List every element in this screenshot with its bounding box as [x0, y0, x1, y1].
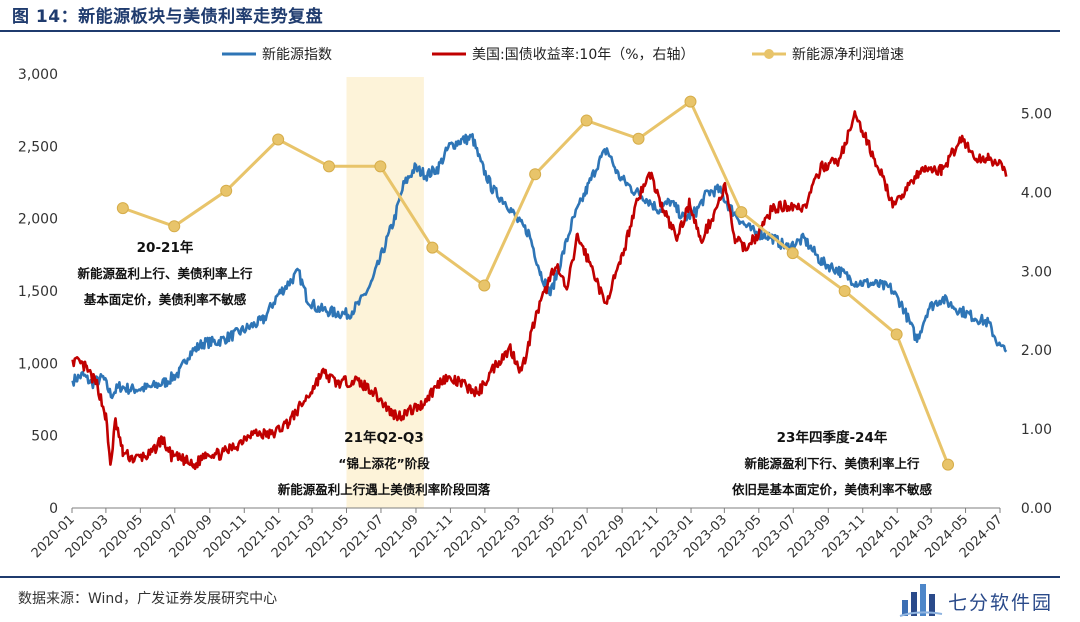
annotation-line: 新能源盈利下行、美债利率上行 [744, 456, 920, 471]
y-left-tick-label: 1,500 [18, 284, 58, 300]
y-left-tick-label: 3,000 [18, 67, 58, 83]
series-1 [71, 133, 1008, 400]
annotation-line: 新能源盈利上行、美债利率上行 [77, 266, 253, 281]
highlight-band [346, 77, 424, 508]
legend-marker [764, 49, 774, 59]
legend-label: 新能源净利润增速 [792, 47, 904, 63]
series-line [71, 133, 1008, 400]
data-point [220, 184, 233, 197]
y-right-tick-label: 5.00 [1021, 106, 1052, 122]
title-rule [0, 30, 1060, 32]
annotation-line: 新能源盈利上行遇上美债利率阶段回落 [278, 482, 491, 497]
legend: 新能源指数 美国:国债收益率:10年（%，右轴） 新能源净利润增速 [222, 46, 904, 63]
source-note: 数据来源：Wind，广发证券发展研究中心 [18, 591, 278, 607]
footer-rule [0, 576, 1060, 578]
highlight-band-group [346, 77, 424, 508]
y-left-tick-label: 500 [31, 429, 58, 445]
y-right-tick-label: 1.00 [1021, 422, 1052, 438]
series-3 [116, 95, 955, 471]
data-point [168, 220, 181, 233]
data-point [426, 241, 439, 254]
annotation-line: 20-21年 [137, 239, 194, 256]
y-left-tick-label: 1,000 [18, 356, 58, 372]
legend-label: 新能源指数 [262, 47, 332, 63]
series-2 [71, 110, 1008, 471]
data-point [374, 160, 387, 173]
data-point [735, 206, 748, 219]
annotation-line: 基本面定价，美债利率不敏感 [83, 292, 247, 307]
data-point [838, 285, 851, 297]
watermark-logo: 七分软件园 [898, 580, 1058, 618]
line-chart: 0 500 1,000 1,500 2,000 2,500 3,000 0.00 1.00 2.0… [18, 46, 1052, 561]
figure-title: 图 14：新能源板块与美债利率走势复盘 [12, 7, 324, 27]
series-line [122, 99, 950, 466]
y-right-tick-label: 4.00 [1021, 185, 1052, 201]
data-point [529, 168, 542, 181]
data-point [942, 458, 955, 471]
annotation-line: 21年Q2-Q3 [344, 429, 424, 446]
series-line [71, 110, 1008, 471]
annotation-line: “锦上添花”阶段 [338, 456, 430, 471]
watermark-text: 七分软件园 [948, 592, 1054, 614]
data-point [632, 132, 645, 145]
y-left-tick-label: 2,000 [18, 212, 58, 228]
y-left-tick-label: 2,500 [18, 139, 58, 155]
y-right-tick-label: 2.00 [1021, 343, 1052, 359]
data-point [478, 279, 491, 292]
y-left-tick-label: 0 [49, 501, 58, 517]
data-point [116, 202, 129, 215]
data-point [322, 160, 335, 173]
y-right-tick-label: 3.00 [1021, 264, 1052, 280]
data-point [272, 133, 285, 146]
data-point [580, 114, 593, 127]
data-point [684, 95, 697, 108]
series-group [71, 95, 1008, 471]
data-point [890, 328, 903, 341]
data-point [786, 247, 799, 260]
y-right-tick-label: 0.00 [1021, 501, 1052, 517]
building-bars-icon [899, 584, 943, 617]
annotation-line: 23年四季度-24年 [777, 429, 888, 446]
legend-label: 美国:国债收益率:10年（%，右轴） [472, 46, 695, 63]
annotation-line: 依旧是基本面定价，美债利率不敏感 [732, 482, 933, 497]
